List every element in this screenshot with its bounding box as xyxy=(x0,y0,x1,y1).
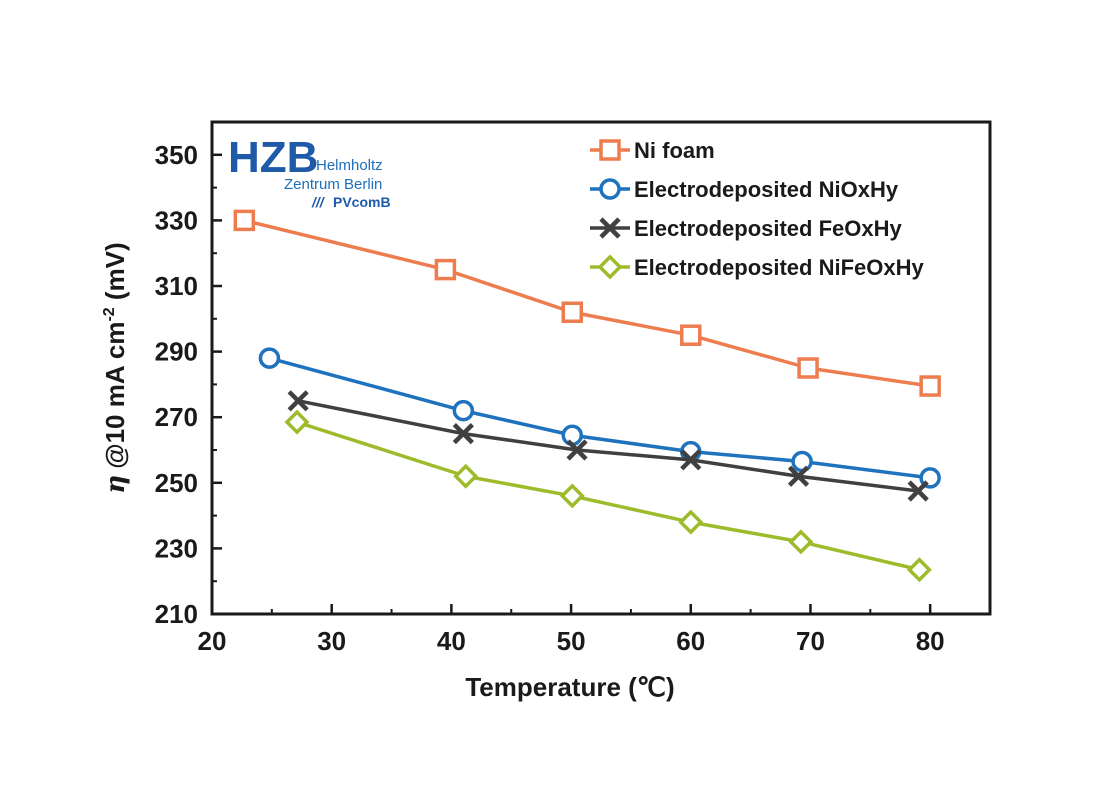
data-point xyxy=(233,209,256,232)
y-axis-title: η @10 mA cm-2 (mV) xyxy=(100,242,131,493)
data-point xyxy=(680,449,702,471)
data-point xyxy=(258,347,281,369)
logo-pvcomb: PVcomB xyxy=(333,194,391,210)
y-tick-label: 310 xyxy=(155,271,198,301)
legend-marker xyxy=(597,254,623,280)
data-point xyxy=(907,480,929,502)
data-point xyxy=(678,509,704,535)
y-axis-label-sup: -2 xyxy=(101,307,118,321)
x-tick-label: 20 xyxy=(198,626,227,656)
legend-marker xyxy=(599,139,621,161)
x-tick-label: 30 xyxy=(317,626,346,656)
legend-label: Electrodeposited NiFeOxHy xyxy=(634,255,925,280)
legend: Ni foam Electrodeposited NiOxHy Electrodep… xyxy=(590,138,925,280)
plot-frame xyxy=(210,120,992,616)
logo-hzb: HZB xyxy=(228,133,318,182)
data-point xyxy=(284,409,310,435)
x-tick-label: 80 xyxy=(916,626,945,656)
y-tick-label: 350 xyxy=(155,140,198,170)
legend-label: Electrodeposited NiOxHy xyxy=(634,177,899,202)
data-point xyxy=(452,399,475,422)
legend-label: Ni foam xyxy=(634,138,715,163)
data-point xyxy=(453,463,479,489)
x-tick-label: 40 xyxy=(437,626,466,656)
series-3 xyxy=(284,409,932,583)
y-tick-label: 250 xyxy=(155,468,198,498)
series-line xyxy=(268,356,931,480)
hzb-logo: HZB Helmholtz Zentrum Berlin /// PVcomB xyxy=(228,133,391,210)
series-line xyxy=(297,399,919,493)
logo-line2: Zentrum Berlin xyxy=(284,176,382,193)
data-point xyxy=(787,465,810,487)
series-1 xyxy=(258,347,941,489)
data-point xyxy=(452,423,474,445)
y-axis-label-unit: (mV) xyxy=(100,242,130,307)
data-point xyxy=(680,324,702,346)
legend-entry: Ni foam xyxy=(590,138,715,163)
x-axis-title: Temperature (℃) xyxy=(465,672,674,702)
data-point xyxy=(919,375,941,397)
y-tick-label: 290 xyxy=(155,337,198,367)
data-point xyxy=(434,258,457,281)
logo-line1: Helmholtz xyxy=(316,157,383,174)
data-point xyxy=(561,301,584,323)
legend-marker xyxy=(599,178,621,200)
tick-labels: 20 30 40 50 60 70 80 210 230 250 270 290 310 330 350 xyxy=(155,140,945,656)
y-tick-label: 330 xyxy=(155,205,198,235)
data-point xyxy=(287,390,309,412)
data-point xyxy=(797,357,819,379)
legend-label: Electrodeposited FeOxHy xyxy=(634,216,903,241)
data-point xyxy=(788,529,814,555)
data-point xyxy=(559,483,585,509)
data-point xyxy=(906,557,932,583)
x-tick-label: 50 xyxy=(557,626,586,656)
data-point xyxy=(791,450,813,473)
y-tick-label: 230 xyxy=(155,533,198,563)
x-tick-label: 70 xyxy=(796,626,825,656)
x-tick-label: 60 xyxy=(676,626,705,656)
series-layer xyxy=(233,209,941,583)
y-tick-label: 270 xyxy=(155,402,198,432)
data-point xyxy=(561,424,584,446)
y-axis-label-main: @10 mA cm xyxy=(100,322,130,469)
series-0 xyxy=(233,209,941,397)
legend-entry: Electrodeposited NiOxHy xyxy=(590,177,899,202)
y-tick-label: 210 xyxy=(155,599,198,629)
data-point xyxy=(566,439,588,461)
series-line xyxy=(296,420,920,572)
legend-marker xyxy=(599,217,621,239)
legend-entry: Electrodeposited FeOxHy xyxy=(590,216,903,241)
logo-pvcomb-prefix: /// xyxy=(311,194,326,210)
series-2 xyxy=(287,390,929,502)
series-line xyxy=(243,218,931,388)
legend-entry: Electrodeposited NiFeOxHy xyxy=(590,254,925,280)
y-axis-symbol: η xyxy=(101,475,131,494)
